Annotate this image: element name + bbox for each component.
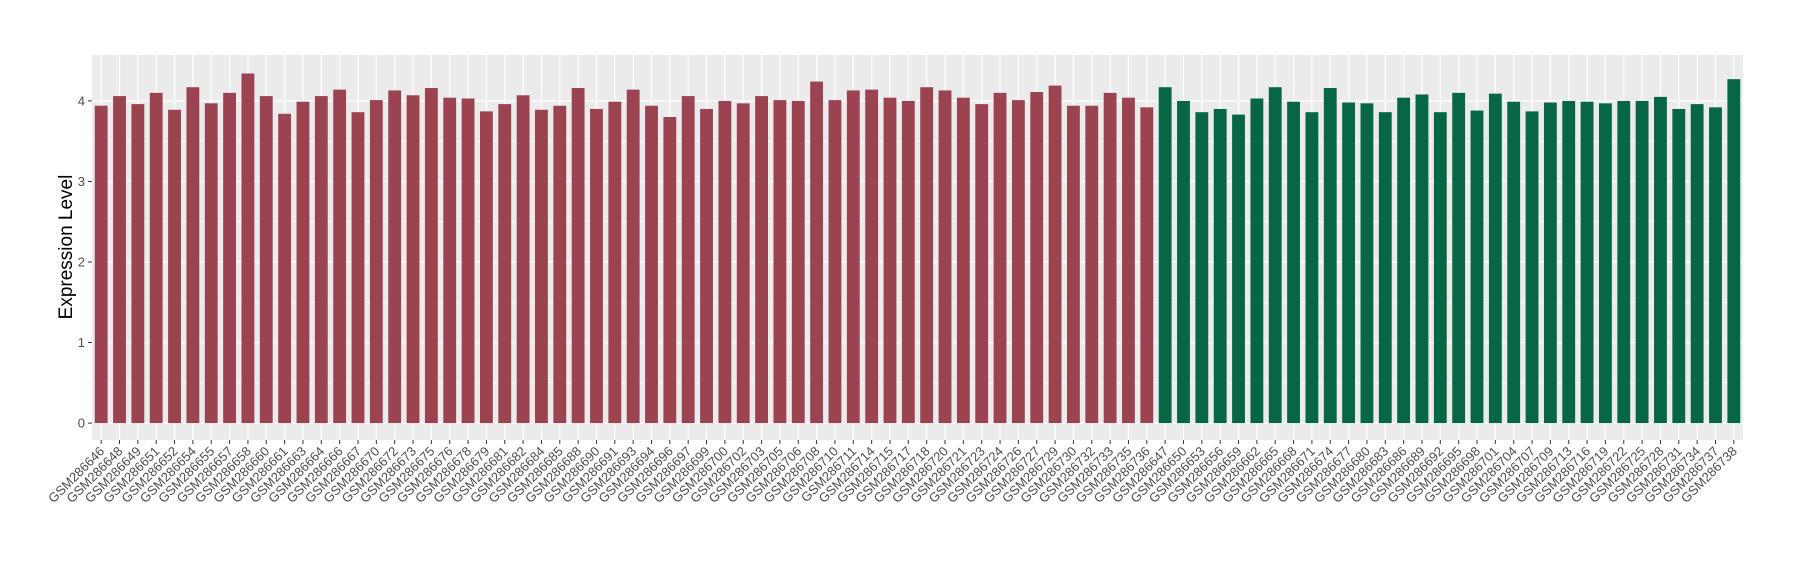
bar	[186, 87, 200, 424]
bar	[369, 100, 383, 424]
bar	[571, 88, 585, 424]
bar	[975, 104, 989, 424]
bar	[1177, 100, 1190, 424]
bar	[791, 100, 805, 424]
bar	[1525, 111, 1539, 424]
bar	[1158, 87, 1172, 424]
bar	[1415, 94, 1429, 424]
bar	[461, 98, 475, 424]
bar	[131, 104, 145, 424]
bar	[846, 90, 860, 424]
bar	[1011, 100, 1025, 424]
bar	[883, 97, 897, 424]
bar	[755, 96, 768, 424]
bar	[645, 105, 658, 424]
bar	[388, 90, 402, 424]
bar	[1727, 79, 1741, 424]
bar	[223, 92, 237, 424]
bar	[1195, 112, 1209, 424]
bar	[700, 108, 713, 424]
bar	[1690, 104, 1704, 424]
bar	[1323, 88, 1337, 424]
bar	[1543, 102, 1557, 424]
bar	[956, 97, 970, 424]
bar	[1452, 92, 1466, 424]
y-axis-title: Expression Level	[56, 175, 77, 320]
bar	[1268, 87, 1282, 424]
bar	[626, 89, 640, 424]
bar	[1580, 101, 1594, 424]
bar	[1067, 105, 1080, 424]
bar	[828, 100, 842, 424]
bar	[1232, 114, 1245, 424]
bar	[1030, 92, 1044, 424]
bar	[314, 96, 328, 424]
bar	[1470, 110, 1484, 424]
bar	[149, 92, 163, 424]
bar	[1397, 97, 1411, 424]
bar	[1617, 100, 1631, 424]
bar	[1378, 112, 1392, 424]
bar	[553, 105, 567, 424]
bar	[1140, 107, 1154, 424]
bar	[993, 92, 1007, 424]
y-tick-label: 1	[78, 335, 85, 350]
bar	[608, 101, 622, 424]
bar	[1507, 101, 1521, 424]
y-tick-label: 0	[78, 416, 85, 431]
bar	[406, 95, 420, 424]
bar	[1598, 103, 1612, 424]
plot-panel	[92, 55, 1743, 440]
bar	[718, 100, 732, 424]
bar	[498, 104, 512, 424]
bar	[113, 96, 126, 424]
bar	[516, 95, 530, 424]
bar	[1103, 92, 1117, 424]
bar	[681, 96, 695, 424]
bar	[1085, 105, 1099, 424]
y-tick-label: 3	[78, 174, 85, 189]
bar	[479, 111, 493, 424]
bar	[1213, 108, 1227, 424]
bar	[241, 73, 255, 424]
bar	[351, 112, 365, 424]
bar	[278, 113, 292, 424]
bar	[1709, 107, 1722, 424]
bar	[443, 97, 457, 424]
bar	[773, 100, 787, 424]
bar	[296, 101, 310, 424]
bar	[938, 90, 952, 424]
bar	[1635, 100, 1649, 424]
y-tick-label: 4	[78, 93, 85, 108]
bar	[590, 108, 603, 424]
bar	[663, 117, 677, 424]
y-tick-label: 2	[78, 254, 85, 269]
bar	[94, 105, 108, 424]
bar	[736, 103, 750, 424]
bar	[1287, 101, 1300, 424]
bar	[204, 103, 218, 424]
bar	[535, 109, 548, 424]
bar	[1488, 93, 1502, 424]
bar	[920, 87, 934, 424]
bar	[424, 88, 438, 424]
bar	[1654, 96, 1667, 424]
bar	[1562, 100, 1576, 424]
bar	[901, 100, 915, 424]
bar	[865, 89, 879, 424]
bar	[1048, 85, 1062, 424]
bar	[168, 109, 181, 424]
bar	[1305, 112, 1319, 424]
bar	[333, 89, 347, 424]
bar	[1250, 98, 1264, 424]
bar	[1672, 108, 1686, 424]
bar	[1122, 97, 1135, 424]
bar	[259, 96, 273, 424]
bar	[1342, 102, 1356, 424]
bar	[1360, 103, 1374, 424]
bar	[810, 81, 824, 424]
bar	[1433, 112, 1447, 424]
